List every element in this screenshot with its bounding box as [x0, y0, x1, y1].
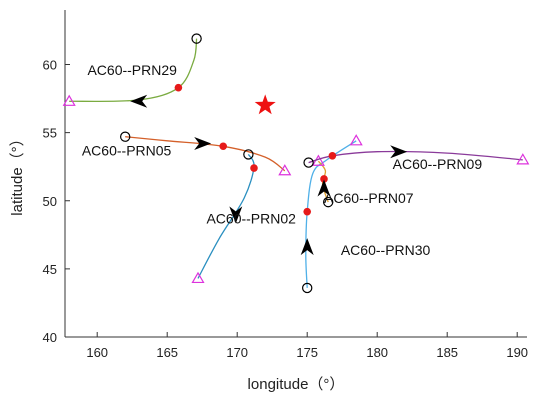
start-marker-ac60-prn30 [302, 282, 313, 294]
x-tick-label-160: 160 [86, 345, 108, 360]
track-label-ac60-prn05: AC60--PRN05 [82, 142, 172, 158]
track-label-ac60-prn09: AC60--PRN09 [393, 156, 483, 172]
x-tick-label-165: 165 [156, 345, 178, 360]
x-axis-label: longitude（°） [248, 376, 345, 393]
y-tick-label-55: 55 [43, 126, 57, 141]
x-tick-label-185: 185 [436, 345, 458, 360]
track-label-ac60-prn02: AC60--PRN02 [206, 210, 296, 226]
track-line-ac60-prn30 [305, 140, 357, 288]
end-marker-ac60-prn02 [191, 271, 205, 284]
x-tick-label-175: 175 [296, 345, 318, 360]
end-marker-ac60-prn29 [62, 94, 76, 106]
arrow-ac60-prn07 [317, 179, 331, 197]
y-axis-label: latitude（°） [9, 131, 26, 215]
y-tick-label-45: 45 [43, 262, 57, 277]
track-line-ac60-prn02 [197, 154, 255, 279]
point-marker-ac60-prn30 [303, 207, 312, 216]
y-tick-label-60: 60 [43, 58, 57, 73]
point-marker-ac60-prn07 [320, 175, 328, 183]
x-tick-label-170: 170 [226, 345, 248, 360]
axes: 160 165 170 175 180 185 190 40 45 50 55 60 [43, 10, 528, 360]
end-marker-ac60-prn30 [349, 134, 363, 146]
point-marker-ac60-prn09 [328, 151, 337, 160]
y-tick-label-50: 50 [43, 194, 57, 209]
arrow-ac60-prn30 [300, 238, 314, 256]
start-marker-ac60-prn09 [303, 157, 314, 168]
x-tick-label-190: 190 [506, 345, 528, 360]
tracks [62, 33, 530, 294]
star-marker [254, 94, 276, 115]
point-marker-ac60-prn02 [250, 164, 258, 172]
arrow-ac60-prn29 [130, 94, 148, 108]
start-marker-ac60-prn29 [191, 33, 202, 44]
start-marker-ac60-prn02 [243, 149, 254, 160]
end-marker-ac60-prn09 [516, 153, 530, 165]
y-tick-label-40: 40 [43, 330, 57, 345]
arrow-ac60-prn02 [229, 206, 243, 224]
track-labels: AC60--PRN29 AC60--PRN05 AC60--PRN02 AC60--P… [82, 62, 482, 258]
arrow-ac60-prn05 [194, 137, 212, 150]
track-line-ac60-prn09 [308, 150, 523, 164]
arrow-ac60-prn09 [390, 145, 408, 159]
track-label-ac60-prn07: AC60--PRN07 [324, 190, 414, 206]
point-marker-ac60-prn05 [219, 142, 227, 151]
track-label-ac60-prn29: AC60--PRN29 [87, 62, 177, 78]
start-marker-ac60-prn05 [119, 131, 131, 142]
end-marker-ac60-prn05 [278, 164, 292, 176]
start-marker-ac60-prn07 [323, 196, 334, 208]
point-marker-ac60-prn29 [174, 83, 183, 92]
track-label-ac60-prn30: AC60--PRN30 [341, 242, 431, 258]
x-tick-label-180: 180 [366, 345, 388, 360]
